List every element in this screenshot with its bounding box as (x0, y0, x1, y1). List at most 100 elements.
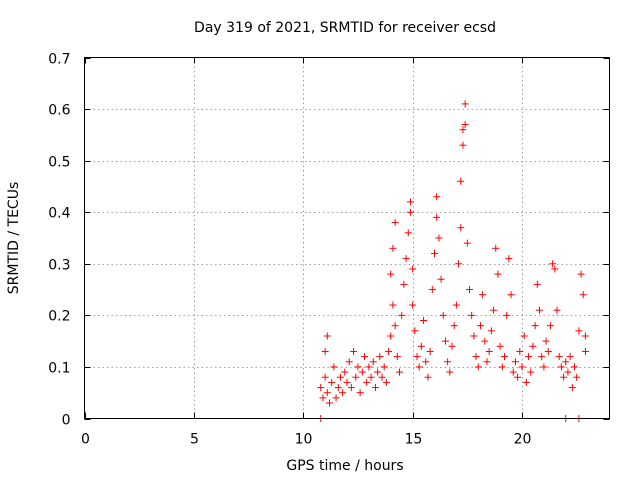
y-tick-label: 0 (62, 413, 71, 429)
data-point (575, 327, 583, 335)
data-point (485, 347, 493, 355)
data-point (483, 358, 491, 366)
data-point (562, 358, 570, 366)
data-point (328, 378, 336, 386)
y-tick-label: 0.2 (48, 309, 70, 325)
data-point (470, 332, 478, 340)
data-point (476, 322, 484, 330)
y-axis-label: SRMTID / TECUs (6, 182, 22, 295)
data-point (354, 363, 362, 371)
data-point (391, 219, 399, 227)
data-point (466, 286, 473, 294)
data-point (487, 327, 495, 335)
data-point (529, 342, 537, 350)
data-point (374, 368, 382, 376)
data-point (431, 249, 438, 257)
data-point (496, 342, 504, 350)
data-point (378, 373, 386, 381)
data-point (560, 373, 568, 381)
data-point (409, 265, 417, 273)
x-axis-label: GPS time / hours (286, 458, 403, 474)
data-point (389, 244, 397, 252)
data-point (433, 193, 441, 201)
data-point (551, 265, 559, 273)
data-point (404, 229, 412, 237)
data-point (406, 198, 414, 206)
y-tick-label: 0.7 (48, 52, 70, 68)
data-point (341, 368, 349, 376)
data-point (579, 291, 587, 299)
data-point (391, 322, 399, 330)
data-point (319, 394, 327, 402)
data-point (336, 373, 344, 381)
data-point (525, 353, 533, 361)
data-point (446, 368, 454, 376)
data-point (406, 208, 414, 216)
data-point (581, 332, 589, 340)
data-point (577, 270, 585, 278)
data-point (494, 270, 502, 278)
data-point (520, 332, 528, 340)
data-point (474, 363, 482, 371)
data-point (363, 378, 371, 386)
y-tick-label: 0.1 (48, 361, 70, 377)
data-point (433, 213, 441, 221)
data-point (411, 327, 419, 335)
data-point (581, 347, 589, 355)
x-tick-label: 0 (81, 432, 90, 448)
x-tick-label: 20 (514, 432, 532, 448)
data-point (573, 373, 581, 381)
data-point (417, 342, 425, 350)
data-point (371, 384, 379, 392)
data-point (413, 353, 421, 361)
data-points (317, 100, 589, 422)
chart-title: Day 319 of 2021, SRMTID for receiver ecs… (194, 20, 496, 36)
data-point (564, 368, 572, 376)
data-point (385, 347, 393, 355)
data-point (345, 358, 353, 366)
data-point (490, 306, 498, 314)
data-point (553, 306, 561, 314)
data-point (463, 239, 471, 247)
data-point (398, 311, 406, 319)
data-point (343, 378, 351, 386)
data-point (380, 363, 388, 371)
x-tick-labels: 0 5 10 15 20 (81, 432, 531, 448)
data-point (501, 353, 508, 361)
x-tick-label: 15 (405, 432, 423, 448)
data-point (350, 347, 358, 355)
data-point (422, 358, 430, 366)
data-point (481, 337, 489, 345)
data-point (435, 234, 443, 242)
data-point (568, 384, 576, 392)
data-point (540, 363, 548, 371)
data-point (505, 255, 513, 263)
data-point (522, 378, 530, 386)
data-point (400, 280, 408, 288)
data-point (367, 373, 375, 381)
data-point (347, 384, 355, 392)
data-point (459, 126, 467, 134)
data-point (544, 347, 552, 355)
data-point (444, 358, 452, 366)
data-point (531, 322, 539, 330)
data-point (536, 306, 543, 314)
data-point (450, 322, 458, 330)
data-point (409, 301, 417, 309)
data-point (452, 301, 460, 309)
x-tick-label: 10 (295, 432, 313, 448)
data-point (511, 358, 519, 366)
data-point (330, 363, 338, 371)
axis-ticks (84, 57, 610, 420)
data-point (549, 260, 557, 268)
data-point (441, 337, 449, 345)
y-tick-label: 0.4 (48, 206, 70, 222)
data-point (492, 244, 500, 252)
data-point (402, 255, 410, 263)
data-point (479, 291, 487, 299)
data-point (326, 399, 333, 407)
data-point (527, 368, 535, 376)
grid (84, 57, 610, 419)
data-point (461, 100, 469, 108)
data-point (566, 353, 574, 361)
